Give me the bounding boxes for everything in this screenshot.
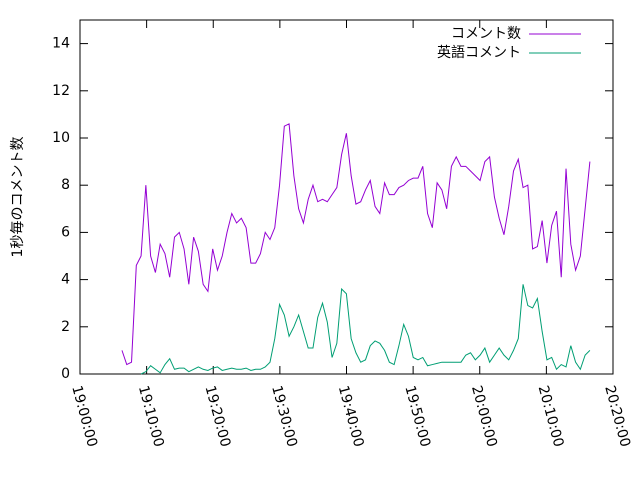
y-tick-label: 2	[61, 319, 70, 335]
x-tick-label: 19:30:00	[268, 384, 300, 449]
x-tick-label: 20:00:00	[468, 384, 500, 449]
y-tick-label: 14	[52, 36, 70, 52]
x-tick-label: 19:20:00	[202, 384, 234, 449]
legend-label: 英語コメント	[437, 44, 521, 61]
legend-label: コメント数	[451, 26, 521, 42]
y-tick-label: 0	[61, 366, 70, 382]
x-tick-label: 19:10:00	[135, 384, 167, 449]
x-tick-label: 19:50:00	[401, 384, 433, 449]
series-line	[140, 284, 591, 375]
plot-frame	[79, 19, 614, 375]
y-tick-label: 6	[61, 224, 70, 240]
y-tick-label: 12	[52, 83, 70, 99]
x-tick-label: 19:00:00	[68, 384, 100, 449]
x-tick-label: 19:40:00	[335, 384, 367, 449]
series-line	[121, 123, 591, 366]
x-tick-label: 20:20:00	[601, 384, 633, 449]
y-tick-label: 8	[61, 177, 70, 193]
x-tick-label: 20:10:00	[535, 384, 567, 449]
y-axis-label: 1秒毎のコメント数	[10, 137, 26, 258]
y-tick-label: 4	[61, 272, 70, 288]
y-tick-label: 10	[52, 130, 70, 146]
